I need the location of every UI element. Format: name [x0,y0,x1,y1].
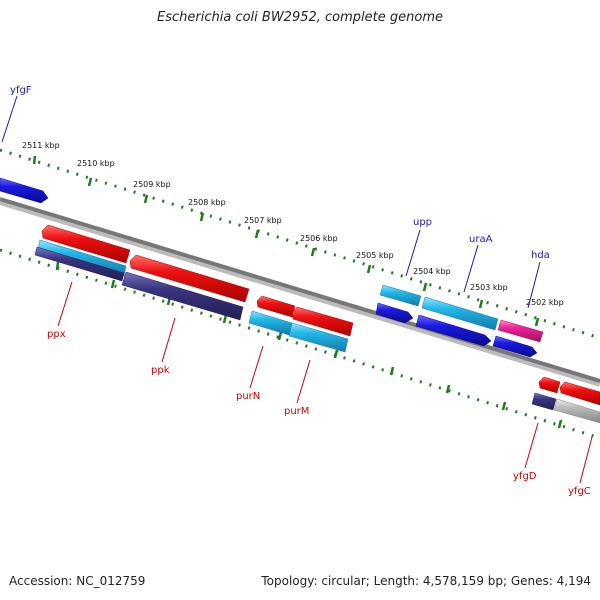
gene-feature-yfgF[interactable] [0,177,49,204]
genome-stats-label: Topology: circular; Length: 4,578,159 bp… [261,574,591,588]
kbp-label: 2506 kbp [300,234,338,243]
gene-feature-ppk-red[interactable] [129,254,250,303]
gene-label-yfgD[interactable]: yfgD [513,471,537,482]
gene-feature-purN-red[interactable] [256,295,296,318]
upper-ruler-major-ticks [32,155,540,327]
gene-feature-yfgD-navy[interactable] [531,392,557,411]
gene-feature-purM-cyan[interactable] [288,322,349,353]
gene-label-yfgF[interactable]: yfgF [10,85,32,96]
kbp-label: 2507 kbp [244,216,282,225]
leader-line-yfgF [1,95,18,143]
gene-feature-ppx-red[interactable] [41,224,131,264]
leader-line-uraA [463,244,479,293]
gene-feature-upp-cyan[interactable] [379,284,422,307]
gene-feature-hda-pink[interactable] [497,319,544,343]
backbone [0,197,600,383]
leader-line-yfgC [579,436,593,484]
gene-feature-uraA-blue[interactable] [415,314,492,347]
gene-label-ppk[interactable]: ppk [151,365,170,376]
leader-line-ppk [161,317,176,363]
gene-feature-yfgC-gray[interactable] [553,398,600,424]
gene-label-hda[interactable]: hda [531,250,550,261]
gene-feature-upp-blue[interactable] [375,302,414,324]
gene-label-ppx[interactable]: ppx [47,329,66,340]
leader-line-purM [296,359,311,404]
kbp-label: 2509 kbp [133,180,171,189]
leader-line-hda [527,261,541,309]
backbone-shadow [0,199,600,387]
gene-label-upp[interactable]: upp [413,217,432,228]
kbp-label: 2505 kbp [356,251,394,260]
gene-feature-yfgC-red[interactable] [559,381,600,406]
kbp-label: 2508 kbp [188,198,226,207]
kbp-label: 2502 kbp [526,298,564,307]
kbp-label: 2504 kbp [413,267,451,276]
map-title: Escherichia coli BW2952, complete genome [157,10,443,25]
gene-feature-yfgD-red[interactable] [538,376,561,394]
gene-label-purM[interactable]: purM [284,406,309,417]
gene-feature-ppx-navy[interactable] [34,246,125,282]
leader-line-yfgD [524,422,539,469]
leader-line-upp [405,229,421,277]
kbp-label: 2503 kbp [470,283,508,292]
gene-feature-uraA-cyan[interactable] [421,296,499,331]
kbp-label: 2511 kbp [22,141,60,150]
kbp-label: 2510 kbp [77,159,115,168]
leader-line-ppx [57,281,73,327]
accession-label: Accession: NC_012759 [9,574,146,588]
gene-feature-hda-blue[interactable] [492,335,538,358]
gene-label-purN[interactable]: purN [236,391,260,402]
gene-label-uraA[interactable]: uraA [469,234,493,245]
gene-feature-ppk-navy[interactable] [121,271,244,321]
gene-label-yfgC[interactable]: yfgC [568,486,591,497]
leader-line-purN [249,345,264,389]
gene-feature-purM-red[interactable] [291,306,354,337]
